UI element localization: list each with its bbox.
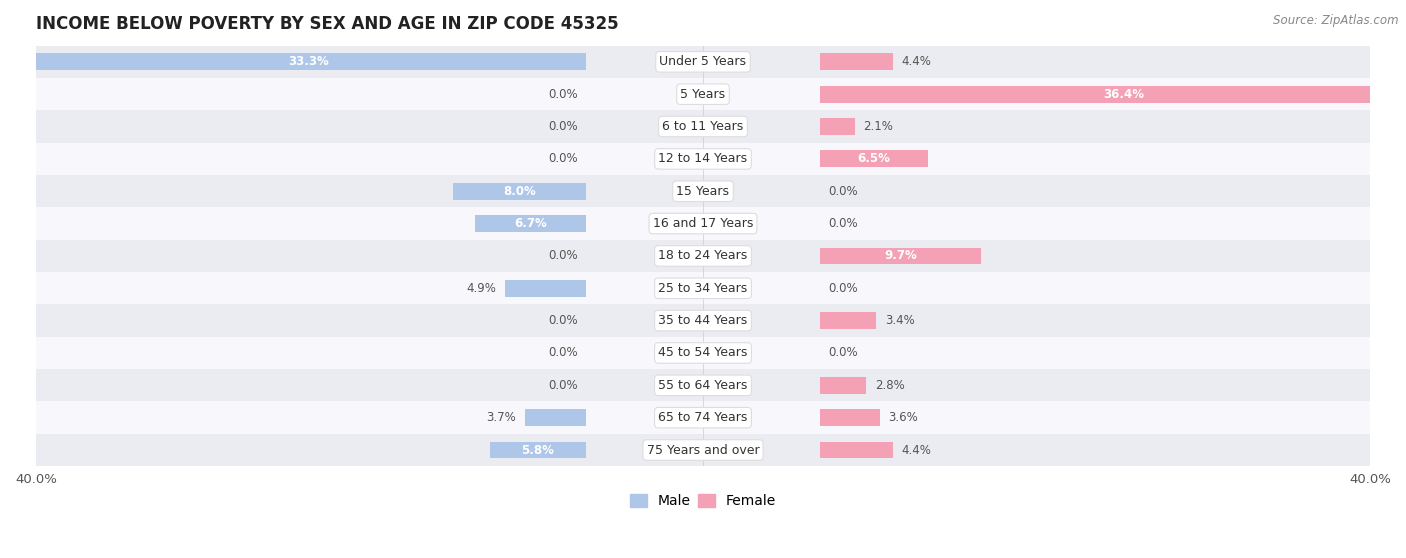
- Text: Under 5 Years: Under 5 Years: [659, 55, 747, 68]
- Text: 3.4%: 3.4%: [884, 314, 914, 327]
- Text: 6 to 11 Years: 6 to 11 Years: [662, 120, 744, 133]
- Text: 75 Years and over: 75 Years and over: [647, 444, 759, 456]
- Text: 0.0%: 0.0%: [548, 120, 578, 133]
- Text: 3.6%: 3.6%: [889, 411, 918, 424]
- Bar: [820, 151, 928, 167]
- Text: 15 Years: 15 Years: [676, 185, 730, 198]
- Text: 2.1%: 2.1%: [863, 120, 893, 133]
- Bar: [37, 46, 1369, 78]
- Bar: [489, 441, 586, 459]
- Text: 55 to 64 Years: 55 to 64 Years: [658, 379, 748, 392]
- Text: 65 to 74 Years: 65 to 74 Years: [658, 411, 748, 424]
- Text: INCOME BELOW POVERTY BY SEX AND AGE IN ZIP CODE 45325: INCOME BELOW POVERTY BY SEX AND AGE IN Z…: [37, 15, 619, 33]
- Text: 5 Years: 5 Years: [681, 88, 725, 100]
- Text: 0.0%: 0.0%: [828, 217, 858, 230]
- Legend: Male, Female: Male, Female: [624, 489, 782, 514]
- Text: 16 and 17 Years: 16 and 17 Years: [652, 217, 754, 230]
- Bar: [820, 86, 1406, 103]
- Bar: [505, 280, 586, 297]
- Bar: [37, 175, 1369, 208]
- Bar: [37, 369, 1369, 402]
- Text: Source: ZipAtlas.com: Source: ZipAtlas.com: [1274, 14, 1399, 27]
- Text: 25 to 34 Years: 25 to 34 Years: [658, 282, 748, 295]
- Bar: [31, 54, 586, 70]
- Bar: [820, 409, 880, 426]
- Text: 12 to 14 Years: 12 to 14 Years: [658, 152, 748, 165]
- Text: 0.0%: 0.0%: [828, 282, 858, 295]
- Text: 0.0%: 0.0%: [548, 314, 578, 327]
- Text: 4.9%: 4.9%: [467, 282, 496, 295]
- Text: 36.4%: 36.4%: [1102, 88, 1143, 100]
- Text: 18 to 24 Years: 18 to 24 Years: [658, 249, 748, 262]
- Bar: [37, 78, 1369, 110]
- Text: 33.3%: 33.3%: [288, 55, 329, 68]
- Bar: [37, 272, 1369, 305]
- Text: 45 to 54 Years: 45 to 54 Years: [658, 347, 748, 359]
- Text: 0.0%: 0.0%: [828, 185, 858, 198]
- Bar: [820, 377, 866, 394]
- Bar: [820, 441, 893, 459]
- Bar: [820, 118, 855, 135]
- Text: 0.0%: 0.0%: [548, 152, 578, 165]
- Text: 3.7%: 3.7%: [486, 411, 516, 424]
- Bar: [820, 248, 981, 264]
- Text: 4.4%: 4.4%: [901, 55, 931, 68]
- Bar: [37, 337, 1369, 369]
- Text: 4.4%: 4.4%: [901, 444, 931, 456]
- Text: 5.8%: 5.8%: [522, 444, 554, 456]
- Bar: [37, 305, 1369, 337]
- Bar: [37, 240, 1369, 272]
- Text: 6.5%: 6.5%: [858, 152, 890, 165]
- Text: 0.0%: 0.0%: [548, 379, 578, 392]
- Text: 35 to 44 Years: 35 to 44 Years: [658, 314, 748, 327]
- Text: 8.0%: 8.0%: [503, 185, 536, 198]
- Bar: [37, 143, 1369, 175]
- Text: 2.8%: 2.8%: [875, 379, 904, 392]
- Text: 0.0%: 0.0%: [548, 347, 578, 359]
- Text: 0.0%: 0.0%: [548, 88, 578, 100]
- Bar: [475, 215, 586, 232]
- Text: 0.0%: 0.0%: [548, 249, 578, 262]
- Bar: [37, 208, 1369, 240]
- Bar: [524, 409, 586, 426]
- Bar: [37, 434, 1369, 466]
- Bar: [820, 54, 893, 70]
- Bar: [37, 110, 1369, 143]
- Bar: [820, 312, 876, 329]
- Bar: [37, 402, 1369, 434]
- Text: 9.7%: 9.7%: [884, 249, 917, 262]
- Text: 0.0%: 0.0%: [828, 347, 858, 359]
- Text: 6.7%: 6.7%: [515, 217, 547, 230]
- Bar: [453, 183, 586, 200]
